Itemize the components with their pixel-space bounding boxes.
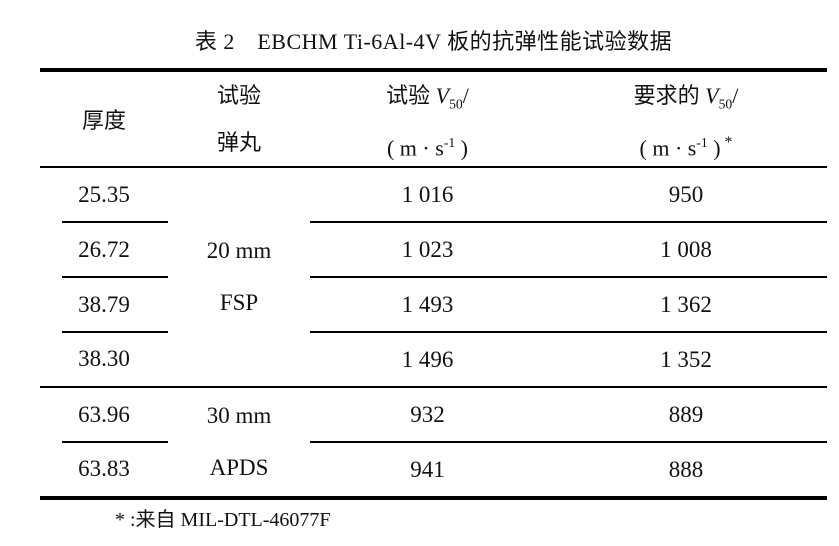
unit-exponent: -1 — [443, 135, 456, 150]
col-header-projectile: 试验 弹丸 — [168, 72, 310, 168]
thickness-cell: 63.83 — [78, 456, 130, 481]
ballistic-data-table: 厚度 试验 弹丸 试验 V50/ ( m · s-1 ) 要求的 V50/ ( … — [40, 68, 827, 500]
projectile-caliber: 20 mm — [206, 238, 272, 263]
required-v50-cell: 889 — [545, 387, 827, 443]
test-v50-cell: 932 — [310, 387, 545, 443]
projectile-type: APDS — [209, 455, 269, 480]
thickness-cell: 38.30 — [40, 332, 168, 388]
test-v50-cell: 1 493 — [310, 277, 545, 333]
required-v50-cell: 950 — [545, 167, 827, 223]
thickness-cell: 26.72 — [40, 222, 168, 278]
v50-subscript: 50 — [718, 96, 733, 112]
v50-slash: / — [462, 83, 469, 108]
unit-open: ( m · s — [639, 135, 697, 161]
table-row: 38.79 1 493 1 362 — [40, 277, 827, 333]
data-table: 厚度 试验 弹丸 试验 V50/ ( m · s-1 ) 要求的 V50/ ( … — [40, 72, 827, 496]
table-row: 38.30 1 496 1 352 — [40, 332, 827, 388]
thickness-cell: 25.35 — [40, 167, 168, 222]
test-v50-cell: 1 016 — [310, 167, 545, 223]
v50-symbol: V — [435, 83, 450, 108]
unit-exponent: -1 — [696, 135, 708, 150]
required-v50-header-line1: 要求的 V50/ — [545, 72, 827, 119]
unit-close: ) — [707, 135, 721, 161]
projectile-cell-20mm-fsp: 20 mm FSP — [168, 167, 310, 388]
unit-open: ( m · s — [386, 135, 444, 161]
v50-slash: / — [732, 83, 739, 108]
table-title: 表 2 EBCHM Ti-6Al-4V 板的抗弹性能试验数据 — [194, 29, 673, 54]
col-header-test-v50: 试验 V50/ ( m · s-1 ) — [310, 72, 545, 168]
footnote-marker: * — [724, 134, 733, 151]
required-v50-cell: 888 — [668, 456, 704, 482]
test-v50-cell: 1 496 — [310, 332, 545, 388]
table-row: 63.96 30 mm APDS 932 889 — [40, 387, 827, 480]
required-v50-cell: 1 362 — [545, 277, 827, 333]
table-row: 26.72 1 023 1 008 — [40, 222, 827, 278]
test-v50-header-line2: ( m · s-1 ) — [310, 119, 545, 166]
col-header-required-v50: 要求的 V50/ ( m · s-1 ) * — [545, 72, 827, 168]
v50-symbol: V — [705, 83, 719, 108]
thickness-header-label: 厚度 — [81, 108, 126, 133]
projectile-header-line2: 弹丸 — [216, 130, 261, 155]
projectile-header-line1: 试验 — [216, 83, 261, 108]
test-v50-header-line1: 试验 V50/ — [310, 72, 545, 119]
test-v50-cell: 1 023 — [310, 222, 545, 278]
required-v50-header-line2: ( m · s-1 ) * — [545, 119, 827, 166]
unit-close: ) — [455, 135, 468, 161]
table-row: 63.83 941 888 — [40, 442, 827, 496]
thickness-cell: 38.79 — [40, 277, 168, 333]
projectile-caliber: 30 mm — [206, 403, 272, 428]
required-v50-cell: 1 352 — [545, 332, 827, 388]
test-v50-cell: 941 — [410, 456, 445, 482]
test-v50-prefix: 试验 — [386, 83, 436, 108]
v50-subscript: 50 — [449, 96, 463, 112]
required-v50-cell: 1 008 — [545, 222, 827, 278]
col-header-thickness: 厚度 — [40, 72, 168, 168]
table-footnote: * :来自 MIL-DTL-46077F — [115, 509, 331, 531]
table-row: 25.35 20 mm FSP 1 016 950 — [40, 167, 827, 388]
required-v50-prefix: 要求的 — [633, 83, 706, 108]
thickness-cell: 63.96 — [40, 387, 168, 442]
projectile-type: FSP — [219, 290, 259, 315]
header-row: 厚度 试验 弹丸 试验 V50/ ( m · s-1 ) 要求的 V50/ ( … — [40, 72, 827, 168]
projectile-cell-30mm-apds: 30 mm APDS — [168, 387, 310, 496]
